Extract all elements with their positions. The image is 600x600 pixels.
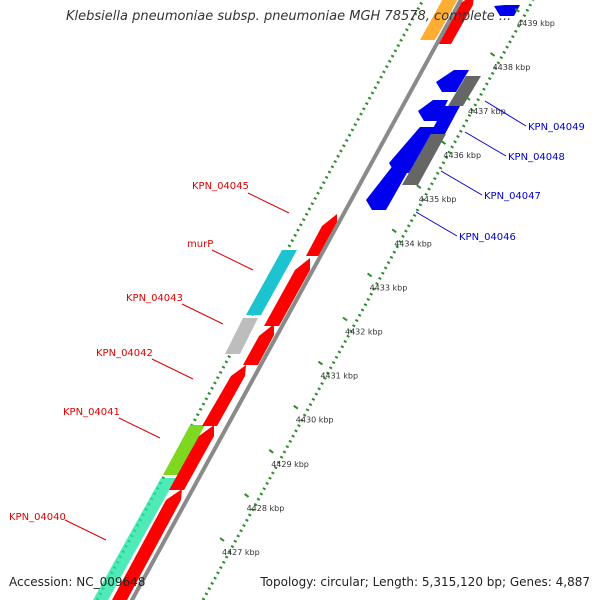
- gene-label[interactable]: KPN_04045: [192, 181, 249, 192]
- gene-label-leader-line: [211, 249, 254, 271]
- gene-label[interactable]: murP: [187, 239, 213, 250]
- gene-label[interactable]: KPN_04047: [484, 191, 541, 202]
- forward-gene[interactable]: [112, 489, 182, 600]
- scale-tick-mark: [268, 448, 274, 454]
- scale-tick-mark: [293, 404, 299, 410]
- gene-label[interactable]: KPN_04040: [9, 512, 66, 523]
- scale-tick-label: 4430 kbp: [296, 416, 334, 425]
- gene-label[interactable]: KPN_04043: [126, 293, 183, 304]
- scale-tick-mark: [440, 140, 446, 145]
- gene-labels-left: KPN_04040 KPN_04041 KPN_04042 KPN_04043 murP…: [9, 181, 290, 541]
- gene-label-leader-line: [118, 417, 161, 439]
- scale-tick-mark: [391, 228, 397, 234]
- scale-tick-label: 4436 kbp: [443, 151, 481, 160]
- forward-gene[interactable]: [243, 324, 274, 365]
- scale-tick-mark: [244, 493, 250, 498]
- genome-backbone: [130, 0, 464, 600]
- gene-label-leader-line: [440, 170, 483, 196]
- gene-kpn-04042-feature[interactable]: [225, 318, 258, 354]
- scale-tick-label: 4432 kbp: [345, 328, 383, 337]
- scale-tick-mark: [514, 8, 520, 13]
- gene-label-leader-line: [247, 192, 290, 214]
- forward-gene[interactable]: [436, 0, 474, 44]
- forward-gene[interactable]: [169, 425, 214, 490]
- scale-tick-mark: [342, 316, 348, 322]
- reverse-gene-kpn-04049[interactable]: [436, 70, 469, 92]
- gene-feature-orange[interactable]: [420, 0, 460, 40]
- scale-tick-label: 4439 kbp: [517, 19, 555, 28]
- scale-tick-mark: [416, 184, 422, 189]
- gc-content-track-right: [201, 0, 535, 600]
- gene-label[interactable]: KPN_04049: [528, 122, 585, 133]
- reverse-gene[interactable]: [494, 5, 520, 16]
- reverse-strand-genes: [366, 5, 520, 210]
- scale-tick-mark: [367, 272, 373, 278]
- forward-gene[interactable]: [202, 365, 246, 426]
- gene-label-leader-line: [64, 519, 107, 541]
- scale-tick-mark: [317, 360, 323, 366]
- forward-gene[interactable]: [306, 214, 337, 256]
- scale-tick-label: 4428 kbp: [247, 504, 285, 513]
- topology-info: Topology: circular; Length: 5,315,120 bp…: [260, 575, 590, 589]
- gene-label[interactable]: KPN_04046: [459, 232, 516, 243]
- gene-murp-feature[interactable]: [246, 250, 297, 315]
- scale-tick-label: 4434 kbp: [394, 239, 432, 248]
- scale-tick-mark: [465, 96, 471, 101]
- scale-tick-label: 4431 kbp: [320, 372, 358, 381]
- gene-label[interactable]: KPN_04048: [508, 152, 565, 163]
- scale-tick-label: 4437 kbp: [468, 107, 506, 116]
- scale-tick-label: 4429 kbp: [271, 460, 309, 469]
- gene-kpn-04041-feature[interactable]: [163, 425, 205, 475]
- scale-tick-label: 4435 kbp: [419, 195, 457, 204]
- gene-label[interactable]: KPN_04042: [96, 348, 153, 359]
- gene-label-leader-line: [464, 131, 507, 157]
- scale-tick-label: 4427 kbp: [222, 548, 260, 557]
- scale-tick-label: 4438 kbp: [493, 63, 531, 72]
- gene-label[interactable]: KPN_04041: [63, 407, 120, 418]
- scale-tick-mark: [490, 52, 496, 57]
- accession-label: Accession: NC_009648: [9, 575, 146, 589]
- gene-labels-right: KPN_04046 KPN_04047 KPN_04048 KPN_04049: [415, 100, 585, 243]
- gene-label-leader-line: [415, 211, 458, 237]
- gene-label-leader-line: [151, 358, 194, 380]
- gene-feature-dark-grey[interactable]: [448, 76, 481, 106]
- gene-label-leader-line: [484, 100, 527, 127]
- map-title: Klebsiella pneumoniae subsp. pneumoniae …: [66, 9, 512, 24]
- feature-track-left: [93, 250, 297, 600]
- reverse-gene[interactable]: [430, 106, 460, 134]
- forward-gene[interactable]: [264, 258, 310, 326]
- reverse-gene-kpn-04047[interactable]: [389, 127, 435, 173]
- gene-kpn-04040-feature[interactable]: [93, 478, 176, 600]
- scale-tick-label: 4433 kbp: [370, 283, 408, 292]
- scale-tick-mark: [219, 537, 225, 542]
- gene-label-leader-line: [181, 303, 224, 325]
- gene-kpn-04048-feature[interactable]: [402, 134, 446, 185]
- scale-ticks: 4427 kbp 4428 kbp 4429 kbp 4430 kbp 4431 kbp…: [219, 8, 555, 557]
- forward-strand-genes: [112, 0, 474, 600]
